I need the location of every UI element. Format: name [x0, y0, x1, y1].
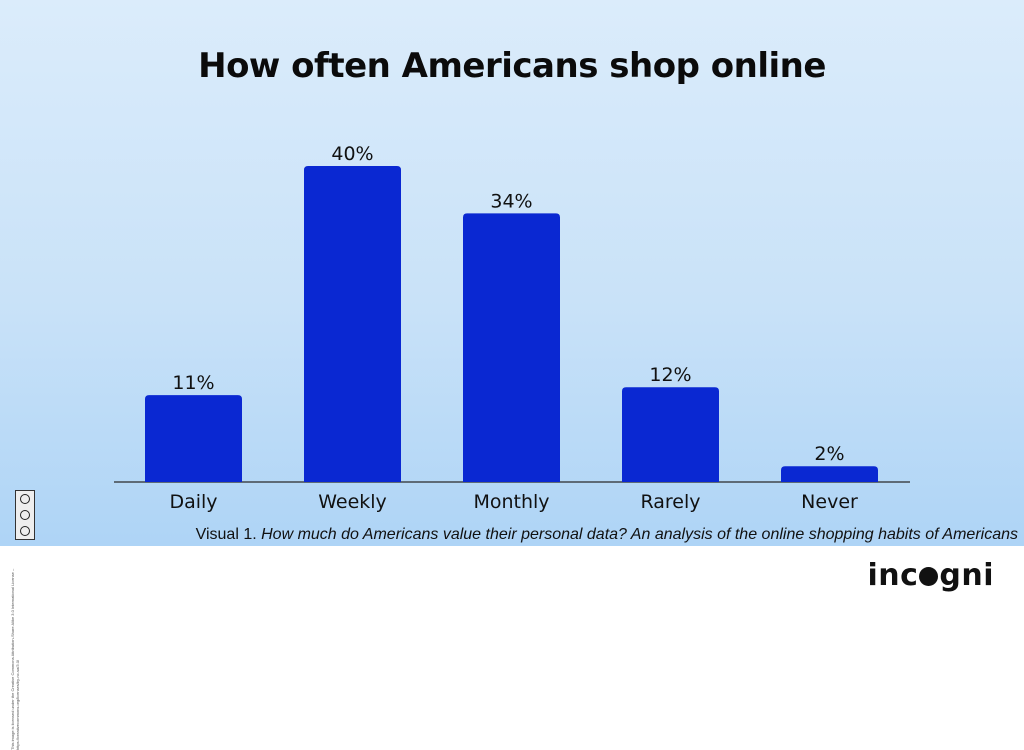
data-label-daily: 11%	[172, 372, 214, 394]
brand-name-end: gni	[939, 558, 994, 593]
x-tick-label-daily: Daily	[169, 491, 217, 513]
data-label-never: 2%	[814, 443, 844, 465]
x-tick-label-weekly: Weekly	[318, 491, 387, 513]
cc-license-icon	[15, 490, 35, 540]
data-label-monthly: 34%	[490, 190, 532, 212]
bar-never	[781, 466, 878, 482]
brand-logo: inc gni	[867, 558, 994, 593]
chart-title: How often Americans shop online	[198, 46, 826, 86]
data-label-weekly: 40%	[331, 143, 373, 165]
x-tick-label-monthly: Monthly	[473, 491, 549, 513]
bar-chart: 11% Daily 40% Weekly 34% Monthly 12% Rarely 2% Ne…	[114, 143, 910, 513]
brand-name-start: inc	[867, 558, 919, 593]
data-label-rarely: 12%	[649, 364, 691, 386]
bar-weekly	[304, 166, 401, 482]
bar-daily	[145, 395, 242, 482]
bar-rarely	[622, 387, 719, 482]
bar-monthly	[463, 213, 560, 482]
x-tick-label-never: Never	[801, 491, 858, 513]
figure-caption: Visual 1. How much do Americans value th…	[196, 526, 1018, 544]
license-text: This image is licensed under the Creativ…	[10, 568, 20, 750]
logo-dot-icon	[919, 567, 939, 586]
caption-prefix: Visual 1.	[195, 526, 262, 543]
x-tick-label-rarely: Rarely	[640, 491, 700, 513]
caption-text: How much do Americans value their person…	[261, 526, 1018, 543]
